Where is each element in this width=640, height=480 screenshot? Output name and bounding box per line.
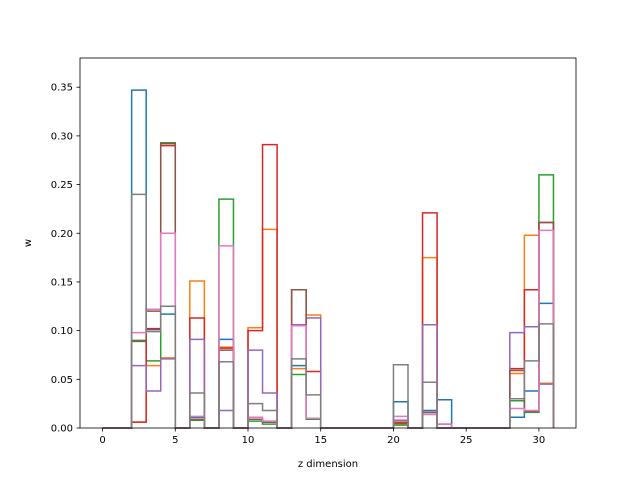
y-tick-label: 0.15 — [51, 277, 73, 288]
y-axis-label: w — [23, 239, 34, 247]
x-tick-label: 5 — [172, 435, 178, 446]
y-tick-label: 0.00 — [51, 424, 73, 435]
y-tick-label: 0.35 — [51, 83, 73, 94]
y-tick-label: 0.05 — [51, 375, 73, 386]
x-tick-label: 30 — [533, 435, 546, 446]
y-axis-ticks: 0.00 0.05 0.10 0.15 0.20 0.25 0.30 0.35 — [51, 83, 80, 435]
x-axis-label: z dimension — [298, 459, 358, 470]
y-tick-label: 0.20 — [51, 229, 73, 240]
plot-frame — [79, 57, 577, 429]
y-tick-label: 0.30 — [51, 131, 73, 142]
y-tick-label: 0.25 — [51, 180, 73, 191]
x-tick-label: 20 — [387, 435, 400, 446]
x-tick-label: 0 — [99, 435, 105, 446]
x-tick-label: 25 — [460, 435, 473, 446]
y-tick-label: 0.10 — [51, 326, 73, 337]
x-tick-label: 15 — [314, 435, 327, 446]
x-axis-ticks: 0 5 10 15 20 25 30 — [99, 428, 545, 446]
x-tick-label: 10 — [242, 435, 255, 446]
